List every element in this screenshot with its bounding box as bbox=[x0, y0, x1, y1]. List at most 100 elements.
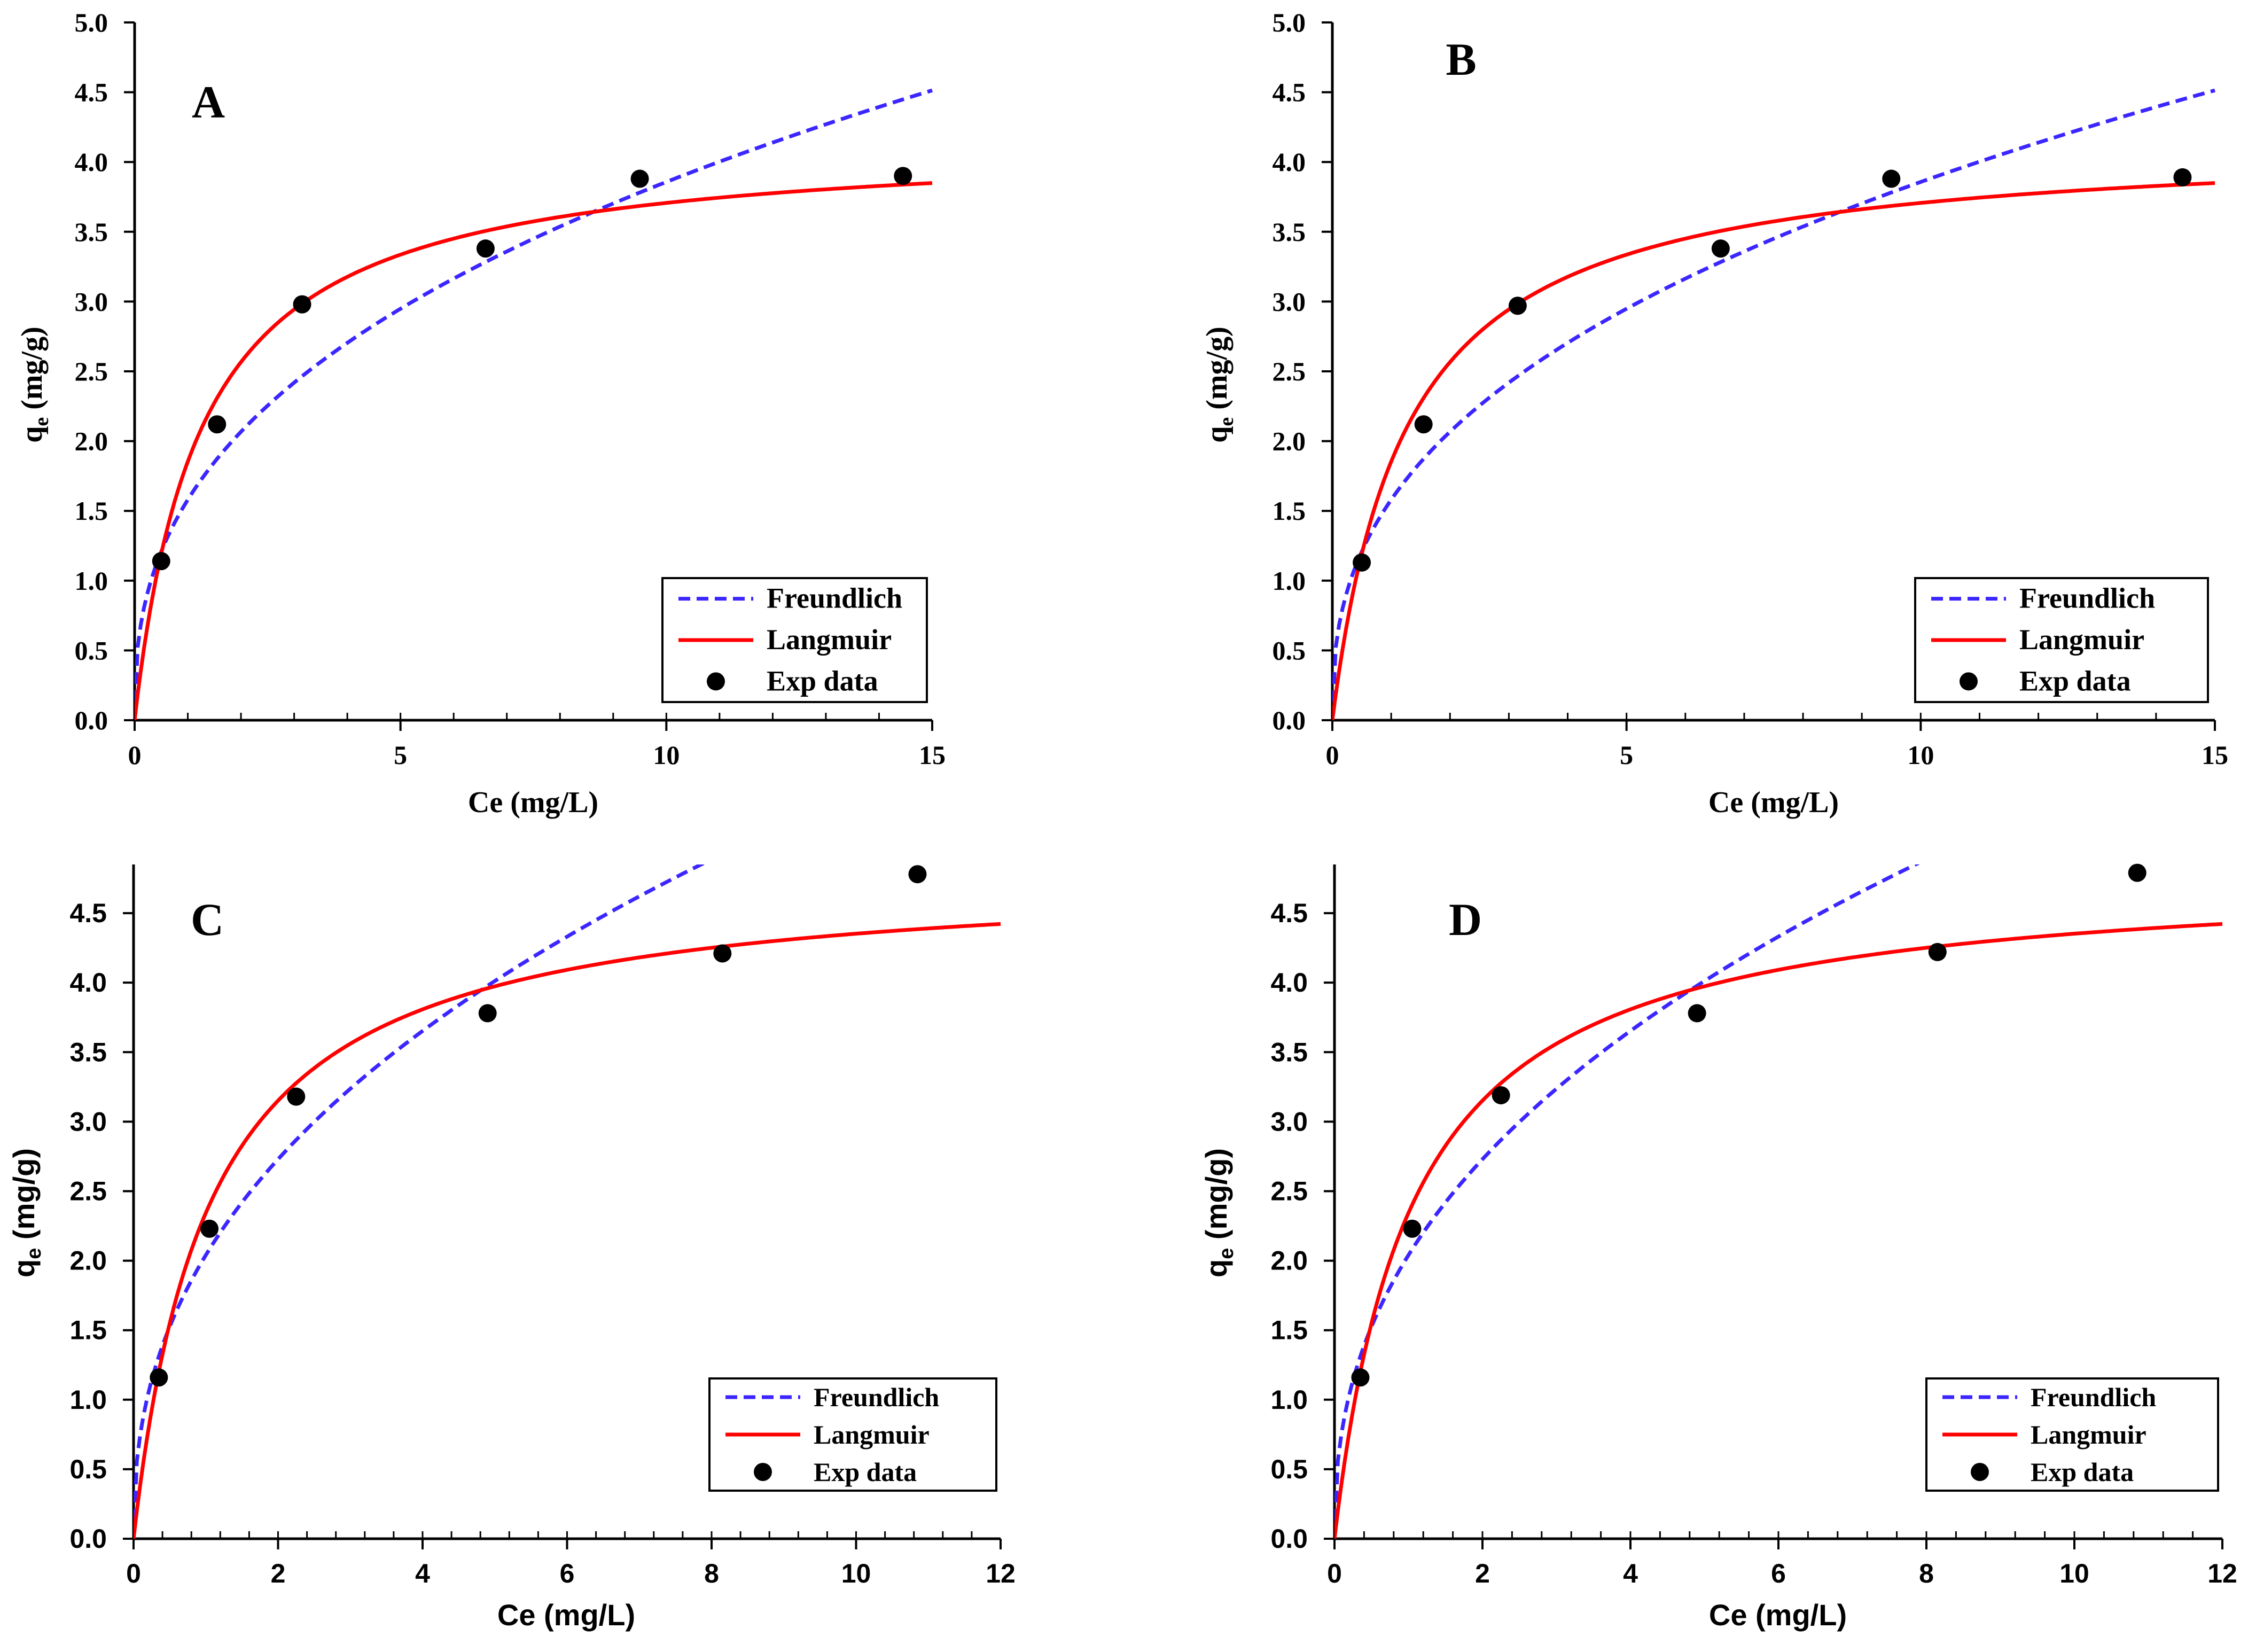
series-group bbox=[134, 864, 1001, 1539]
y-tick-label: 1.5 bbox=[1270, 1315, 1308, 1345]
y-tick-label: 0.0 bbox=[69, 1524, 107, 1554]
x-tick-label: 0 bbox=[126, 1559, 141, 1588]
y-tick-label: 2.0 bbox=[1273, 426, 1306, 456]
legend-swatch-exp-data bbox=[707, 672, 725, 691]
y-tick-label: 4.5 bbox=[75, 77, 108, 107]
y-tick-label: 4.0 bbox=[1270, 968, 1308, 998]
y-tick-label: 1.5 bbox=[75, 496, 108, 526]
y-axis-title-unit: (mg/g) bbox=[1199, 1148, 1233, 1248]
exp-data-point bbox=[1403, 1219, 1422, 1238]
y-tick-label: 1.5 bbox=[69, 1315, 107, 1345]
y-tick-label: 1.0 bbox=[75, 566, 108, 596]
y-tick-label: 5.0 bbox=[75, 7, 108, 37]
y-tick-label: 4.0 bbox=[69, 968, 107, 998]
y-axis-title-unit: (mg/g) bbox=[7, 1148, 41, 1248]
y-tick-label: 4.0 bbox=[75, 147, 108, 177]
y-tick-label: 2.0 bbox=[75, 426, 108, 456]
legend-swatch-exp-data bbox=[754, 1463, 772, 1481]
x-tick-label: 8 bbox=[704, 1559, 719, 1588]
y-axis-title-main: q bbox=[15, 426, 49, 443]
exp-data-point bbox=[2173, 168, 2192, 186]
exp-data-point bbox=[152, 552, 170, 571]
y-tick-label: 4.5 bbox=[69, 898, 107, 928]
x-tick-label: 8 bbox=[1919, 1559, 1934, 1588]
y-tick-label: 1.0 bbox=[69, 1385, 107, 1415]
exp-data-point bbox=[1351, 1368, 1370, 1387]
x-tick-label: 10 bbox=[1907, 740, 1934, 770]
exp-data-point bbox=[894, 167, 912, 185]
x-axis-title: Ce (mg/L) bbox=[1708, 786, 1839, 819]
langmuir-curve bbox=[135, 181, 933, 720]
legend-label: Freundlich bbox=[2019, 582, 2155, 614]
y-tick-label: 0.5 bbox=[1273, 635, 1306, 665]
y-axis-title-main: q bbox=[1200, 426, 1234, 443]
y-tick-label: 1.0 bbox=[1273, 566, 1306, 596]
y-tick-label: 3.0 bbox=[75, 286, 108, 316]
x-tick-label: 10 bbox=[841, 1559, 871, 1588]
x-tick-label: 4 bbox=[415, 1559, 430, 1588]
langmuir-curve bbox=[1334, 922, 2223, 1539]
exp-data-point bbox=[287, 1087, 306, 1106]
exp-data-point bbox=[908, 865, 927, 884]
y-tick-label: 0.5 bbox=[69, 1454, 107, 1484]
x-tick-label: 15 bbox=[919, 740, 946, 770]
freundlich-curve bbox=[135, 88, 933, 720]
x-tick-label: 6 bbox=[560, 1559, 575, 1588]
y-tick-label: 4.5 bbox=[1270, 898, 1308, 928]
y-tick-label: 3.5 bbox=[69, 1037, 107, 1067]
legend: Freundlich Langmuir Exp data bbox=[1914, 577, 2209, 703]
y-axis-title-sub: e bbox=[30, 417, 53, 426]
legend-label: Exp data bbox=[2019, 665, 2131, 697]
y-axis-title-sub: e bbox=[1215, 1248, 1238, 1259]
x-tick-label: 15 bbox=[2202, 740, 2228, 770]
legend-label: Langmuir bbox=[767, 624, 892, 656]
exp-data-point bbox=[1414, 415, 1433, 434]
exp-data-point bbox=[478, 1004, 497, 1023]
panel-label: C bbox=[191, 894, 224, 945]
x-tick-label: 0 bbox=[1327, 1559, 1342, 1588]
x-tick-label: 10 bbox=[653, 740, 680, 770]
chart-panel-d: 0 2 4 6 8 10 12 0.0 0.5 1.0 1.5 2.0 2.5 3.0 3.5 4.0 4.5 C… bbox=[1199, 863, 2237, 1632]
series-group bbox=[1334, 864, 2223, 1539]
x-tick-label: 5 bbox=[394, 740, 407, 770]
x-axis-title: Ce (mg/L) bbox=[497, 1598, 635, 1632]
x-tick-label: 0 bbox=[128, 740, 142, 770]
x-tick-label: 2 bbox=[271, 1559, 286, 1588]
panel-label: D bbox=[1449, 894, 1482, 945]
y-tick-label: 2.5 bbox=[1270, 1176, 1308, 1206]
y-axis-title-unit: (mg/g) bbox=[15, 326, 49, 417]
legend-swatch-exp-data bbox=[1960, 672, 1978, 691]
langmuir-curve bbox=[134, 922, 1001, 1539]
y-tick-label: 3.5 bbox=[1270, 1037, 1308, 1067]
y-tick-label: 2.0 bbox=[1270, 1246, 1308, 1276]
y-axis-title-sub: e bbox=[23, 1248, 45, 1259]
y-tick-label: 0.0 bbox=[1273, 705, 1306, 735]
y-tick-label: 2.5 bbox=[75, 356, 108, 386]
legend-label: Exp data bbox=[2031, 1457, 2134, 1487]
y-tick-label: 3.0 bbox=[69, 1106, 107, 1136]
chart-panel-b: 0 5 10 15 0.0 0.5 1.0 1.5 2.0 2.5 3.0 3.5 4.0 4.5 5.0 C… bbox=[1200, 7, 2228, 819]
x-tick-label: 0 bbox=[1326, 740, 1339, 770]
y-tick-label: 3.5 bbox=[75, 217, 108, 247]
y-axis-title: qe (mg/g) bbox=[1199, 1148, 1238, 1277]
exp-data-point bbox=[293, 295, 311, 314]
y-axis-title: qe (mg/g) bbox=[1200, 326, 1238, 443]
x-tick-label: 2 bbox=[1475, 1559, 1490, 1588]
exp-data-point bbox=[1711, 239, 1730, 258]
exp-data-point bbox=[1688, 1004, 1706, 1023]
legend-label: Freundlich bbox=[2031, 1382, 2156, 1412]
exp-data-point bbox=[630, 169, 649, 188]
freundlich-curve bbox=[1334, 864, 1920, 1539]
freundlich-curve bbox=[1332, 88, 2215, 720]
y-tick-label: 0.5 bbox=[1270, 1454, 1308, 1484]
exp-data-point bbox=[1882, 169, 1901, 188]
panel-label: A bbox=[192, 76, 225, 128]
y-tick-label: 2.0 bbox=[69, 1246, 107, 1276]
x-tick-label: 6 bbox=[1771, 1559, 1786, 1588]
x-axis-title: Ce (mg/L) bbox=[468, 786, 598, 819]
y-tick-label: 3.0 bbox=[1273, 286, 1306, 316]
series-group bbox=[1332, 88, 2215, 720]
x-tick-label: 4 bbox=[1623, 1559, 1638, 1588]
panel-label: B bbox=[1446, 34, 1476, 85]
